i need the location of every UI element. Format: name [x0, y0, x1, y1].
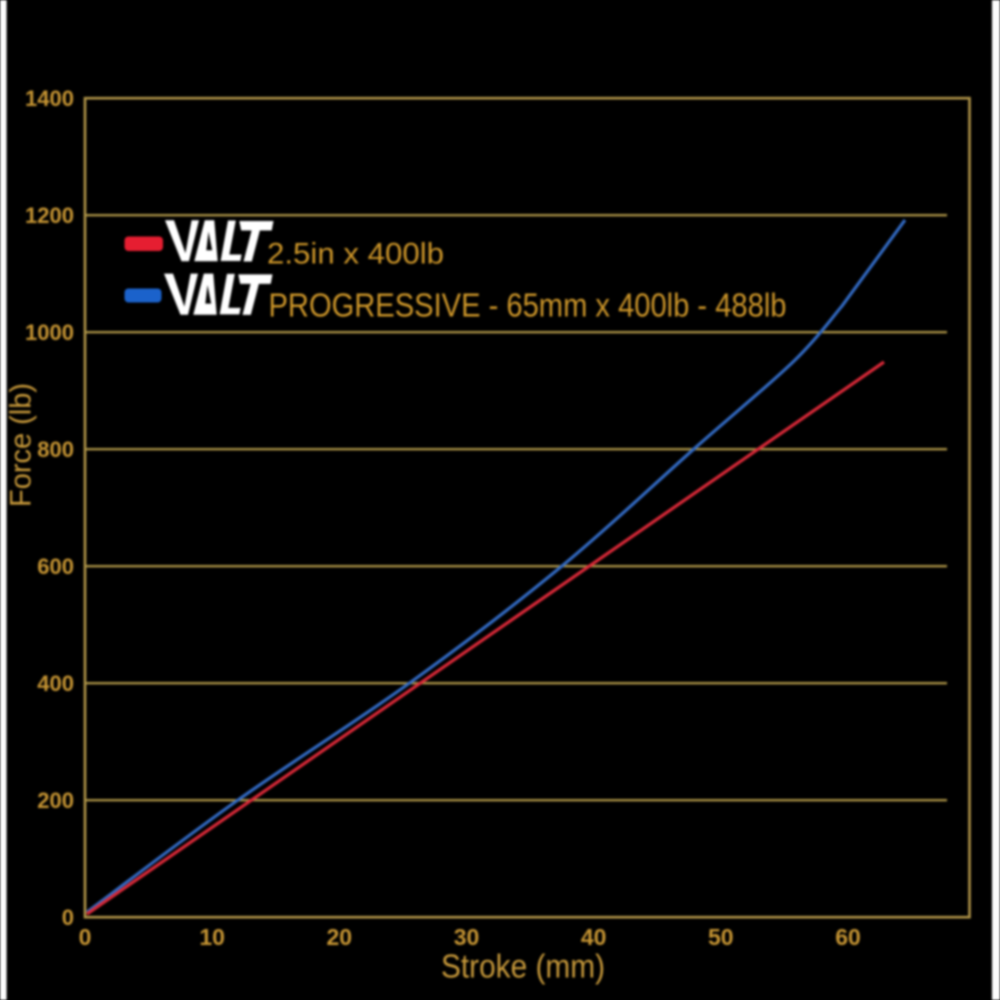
svg-text:PROGRESSIVE - 65mm x 400lb - 4: PROGRESSIVE - 65mm x 400lb - 488lb — [269, 286, 787, 323]
svg-text:600: 600 — [37, 554, 74, 579]
svg-text:60: 60 — [835, 924, 861, 950]
svg-text:50: 50 — [708, 924, 734, 950]
svg-text:0: 0 — [62, 905, 74, 930]
svg-text:Stroke (mm): Stroke (mm) — [441, 948, 605, 985]
svg-text:2.5in x 400lb: 2.5in x 400lb — [267, 238, 444, 271]
svg-text:40: 40 — [581, 924, 607, 950]
svg-text:30: 30 — [454, 924, 480, 950]
svg-text:1000: 1000 — [25, 320, 74, 345]
svg-text:400: 400 — [37, 671, 74, 696]
svg-text:0: 0 — [79, 924, 92, 950]
svg-text:Force (lb): Force (lb) — [5, 383, 38, 507]
svg-text:1200: 1200 — [25, 203, 74, 228]
svg-text:800: 800 — [37, 437, 74, 462]
svg-text:20: 20 — [327, 924, 353, 950]
svg-text:10: 10 — [199, 924, 225, 950]
svg-text:200: 200 — [37, 788, 74, 813]
svg-text:1400: 1400 — [25, 86, 74, 111]
